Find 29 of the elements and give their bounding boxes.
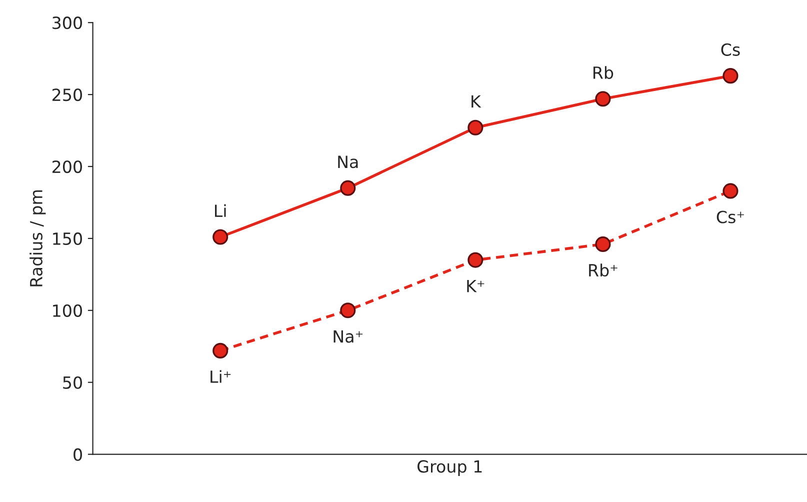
point [722,68,738,84]
annotation: K⁺ [467,280,484,292]
point [212,342,228,358]
annotation: Li⁺ [210,370,231,383]
annotation: Rb⁺ [589,264,618,277]
point [468,252,484,268]
y-tick-label: 0 [74,448,82,461]
annotation: Rb [594,66,614,79]
point [595,91,611,107]
point [340,180,356,196]
annotation: Cs⁺ [716,210,744,224]
annotation: Na [338,156,358,168]
annotation: Cs [721,43,740,56]
point [722,183,738,199]
y-axis-title: Radius / pm [30,190,46,286]
y-tick-label: 100 [53,304,82,317]
point [340,302,356,318]
y-tick-label: 250 [52,88,82,102]
y-tick-label: 150 [53,232,82,246]
point [595,236,611,252]
point [212,229,228,245]
x-axis-title: Group 1 [418,460,482,476]
annotation: K [472,95,482,108]
y-tick-label: 200 [52,160,82,174]
annotation: Na⁺ [334,330,362,343]
y-tick-label: 50 [63,376,82,389]
y-tick-label: 300 [52,16,82,30]
point [468,120,484,136]
annotation: Li [215,204,226,217]
